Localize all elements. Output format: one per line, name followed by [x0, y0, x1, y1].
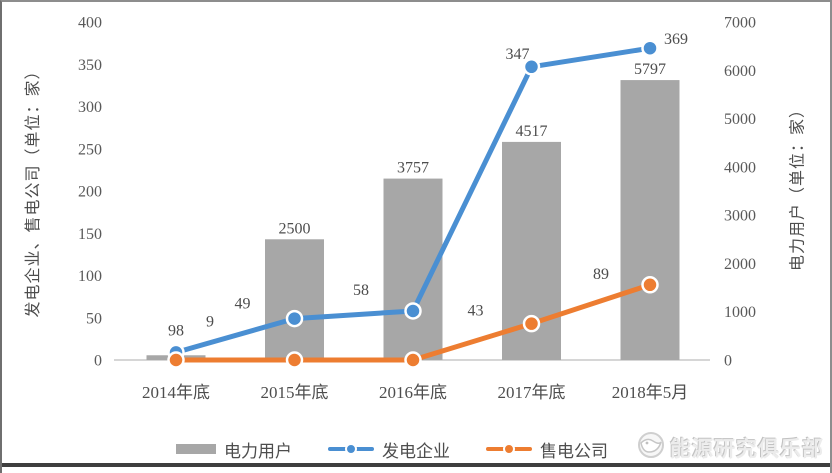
x-axis-label: 2018年5月: [612, 383, 689, 402]
line-value-label: 43: [468, 303, 484, 320]
line-marker-swatch-icon: [486, 442, 532, 456]
legend-item-bar: 电力用户: [176, 437, 292, 462]
line-marker: [285, 309, 304, 328]
watermark-text: 能源研究俱乐部: [670, 436, 824, 461]
line-marker: [641, 39, 659, 57]
legend-label: 电力用户: [224, 441, 292, 461]
line-marker: [522, 314, 541, 333]
line-marker: [167, 351, 185, 369]
line-value-label: 369: [664, 31, 688, 48]
line-value-label: 58: [353, 282, 369, 299]
left-axis-tick-label: 200: [78, 184, 102, 201]
right-axis-tick-label: 7000: [724, 15, 756, 32]
bar-value-label: 98: [168, 322, 184, 339]
legend-label: 发电企业: [382, 441, 450, 461]
line-value-label: 347: [506, 46, 530, 63]
legend: 电力用户 发电企业 售电公司: [2, 436, 782, 462]
bar: [265, 239, 324, 360]
line-value-label: 89: [593, 266, 609, 283]
legend-item-blue-line: 发电企业: [328, 437, 450, 462]
energy-club-logo-icon: [636, 430, 666, 465]
left-axis-tick-label: 0: [94, 353, 102, 370]
bottom-divider: [2, 463, 830, 467]
watermark: 能源研究俱乐部: [636, 430, 824, 465]
left-axis-tick-label: 50: [86, 310, 102, 327]
legend-label: 售电公司: [540, 441, 608, 461]
right-axis-tick-label: 2000: [724, 256, 756, 273]
right-axis-tick-label: 0: [724, 353, 732, 370]
line-marker: [404, 302, 422, 320]
left-axis-tick-label: 350: [78, 57, 102, 74]
right-axis-tick-label: 1000: [724, 304, 756, 321]
right-axis-tick-label: 3000: [724, 208, 756, 225]
x-axis-label: 2016年底: [379, 383, 447, 402]
bar-value-label: 5797: [634, 61, 666, 78]
line-marker: [522, 58, 541, 76]
left-axis-title: 发电企业、售电公司（单位：家）: [25, 62, 42, 318]
line-marker: [285, 351, 304, 369]
bar-swatch-icon: [176, 444, 216, 454]
line-value-label: 49: [235, 296, 251, 313]
left-axis-tick-label: 300: [78, 99, 102, 116]
line-marker: [641, 276, 659, 294]
right-axis-title: 电力用户（单位：家）: [789, 101, 807, 272]
right-axis-tick-label: 5000: [724, 111, 756, 128]
bar-value-label: 4517: [516, 123, 548, 140]
line-marker: [404, 351, 422, 369]
right-axis-tick-label: 4000: [724, 159, 756, 176]
bar-value-label: 3757: [397, 160, 429, 177]
left-axis-tick-label: 250: [78, 141, 102, 158]
x-axis-label: 2015年底: [261, 383, 329, 402]
x-axis-label: 2014年底: [142, 383, 210, 402]
bar-value-label: 2500: [279, 220, 311, 237]
left-axis-tick-label: 400: [78, 15, 102, 32]
left-axis-tick-label: 150: [78, 226, 102, 243]
x-axis-label: 2017年底: [498, 383, 566, 402]
legend-item-orange-line: 售电公司: [486, 437, 608, 462]
bar: [620, 80, 680, 361]
line-marker-swatch-icon: [328, 442, 374, 456]
left-axis-tick-label: 100: [78, 268, 102, 285]
line-value-label: 9: [206, 313, 214, 330]
right-axis-tick-label: 6000: [724, 63, 756, 80]
